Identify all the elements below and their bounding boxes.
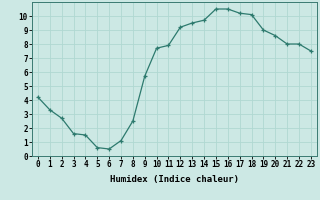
X-axis label: Humidex (Indice chaleur): Humidex (Indice chaleur) bbox=[110, 175, 239, 184]
